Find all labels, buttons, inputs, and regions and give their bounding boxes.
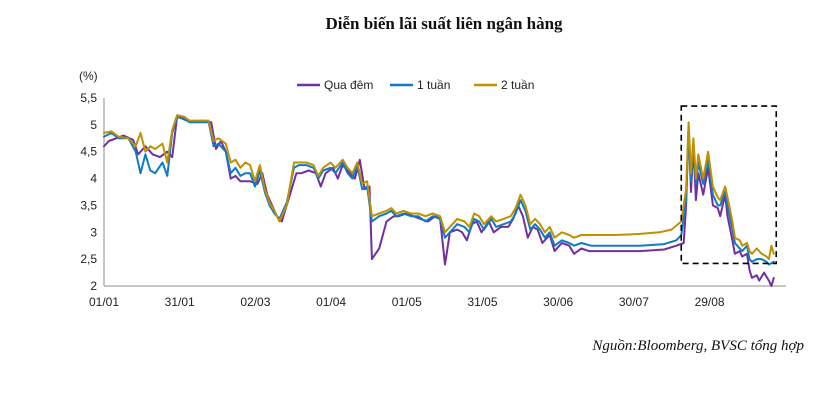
highlight-box <box>680 105 778 265</box>
series-line-2 <box>103 115 775 266</box>
x-tick-label: 30/06 <box>543 295 573 309</box>
x-tick-label: 29/08 <box>695 295 725 309</box>
axes: 5,5 5 4,5 4 3,5 3 2,5 2 01/01 31/01 02/03 01/04 01/0… <box>80 91 786 309</box>
y-tick-label: 3 <box>90 225 97 239</box>
y-tick-label: 2 <box>90 279 97 293</box>
legend-label-1: Qua đêm <box>324 78 373 92</box>
y-tick-label: 4,5 <box>80 145 97 159</box>
series-layer <box>103 114 775 287</box>
y-tick-label: 4 <box>90 172 97 186</box>
y-axis-unit: (%) <box>79 69 98 83</box>
highlight-layer <box>680 105 778 265</box>
x-tick-label: 31/01 <box>165 295 195 309</box>
legend-label-2: 1 tuần <box>417 78 450 92</box>
x-tick-label: 01/04 <box>316 295 346 309</box>
x-tick-label: 30/07 <box>619 295 649 309</box>
series-line-3 <box>103 114 775 261</box>
x-tick-label: 31/05 <box>467 295 497 309</box>
legend-label-3: 2 tuần <box>501 78 534 92</box>
y-tick-label: 5,5 <box>80 91 97 105</box>
y-tick-label: 5 <box>90 118 97 132</box>
y-tick-label: 2,5 <box>80 252 97 266</box>
y-tick-label: 3,5 <box>80 198 97 212</box>
x-tick-label: 01/01 <box>89 295 119 309</box>
x-tick-label: 01/05 <box>392 295 422 309</box>
chart-title: Diễn biến lãi suất liên ngân hàng <box>325 14 563 33</box>
x-tick-label: 02/03 <box>240 295 270 309</box>
source-note: Nguồn:Bloomberg, BVSC tổng hợp <box>591 338 804 354</box>
legend: Qua đêm 1 tuần 2 tuần <box>297 78 534 92</box>
series-line-1 <box>103 115 775 287</box>
